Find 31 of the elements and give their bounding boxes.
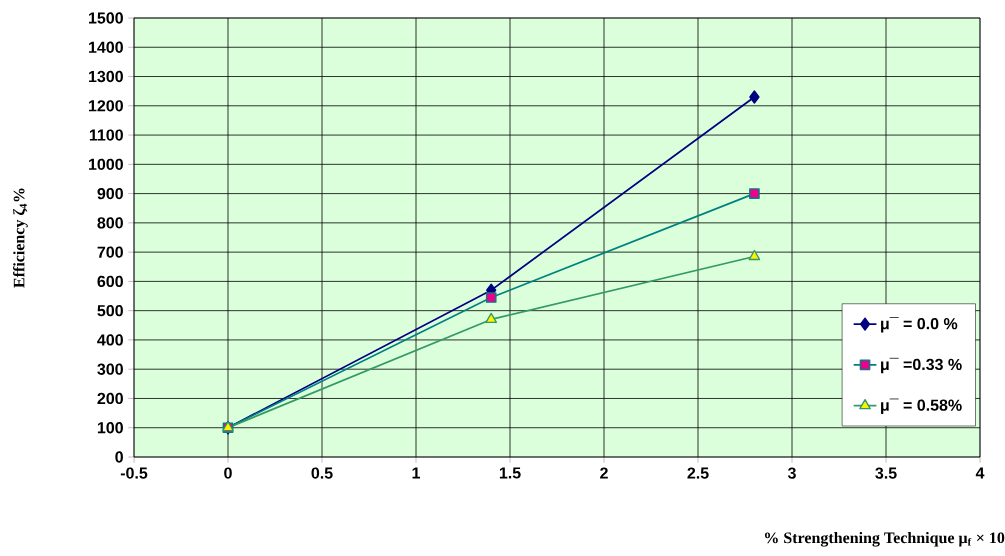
y-tick-label: 900: [97, 187, 123, 200]
x-tick-label: 0: [224, 467, 232, 479]
y-tick-label: 600: [97, 275, 123, 288]
y-tick-label: 200: [97, 392, 123, 405]
y-tick-label: 500: [97, 305, 123, 317]
x-tick-label: 0.5: [311, 467, 333, 479]
legend-label: μ¯ = 0.58%: [881, 398, 962, 414]
x-tick-label: 1: [412, 467, 420, 479]
x-tick-label: 3.5: [875, 467, 897, 479]
y-tick-label: 1300: [89, 70, 123, 83]
x-tick-label: 4: [975, 467, 985, 479]
y-tick-label: 300: [97, 363, 123, 375]
legend-label: μ¯ = 0.0 %: [881, 317, 958, 333]
x-tick-label: -0.5: [120, 467, 148, 479]
y-tick-label: 1400: [89, 41, 123, 53]
y-tick-label: 1100: [89, 129, 123, 141]
y-tick-label: 1000: [89, 158, 123, 170]
x-tick-label: 3: [787, 467, 796, 479]
y-tick-label: 400: [97, 334, 123, 346]
x-tick-label: 2: [600, 467, 608, 479]
y-tick-label: 1500: [89, 12, 123, 24]
y-tick-label: 0: [115, 451, 123, 463]
legend-label: μ¯ =0.33 %: [881, 357, 962, 374]
x-tick-label: 1.5: [499, 467, 521, 479]
y-tick-label: 1200: [89, 100, 123, 112]
y-axis-title: Efficiency ζ$_{4}$%: [13, 188, 28, 288]
y-tick-label: 700: [97, 246, 123, 258]
x-axis-title: % Strengthening Technique μ$_{f}$ × 10: [764, 531, 1005, 547]
y-tick-label: 100: [97, 422, 123, 434]
x-tick-label: 2.5: [687, 467, 709, 479]
y-tick-label: 800: [97, 217, 123, 229]
